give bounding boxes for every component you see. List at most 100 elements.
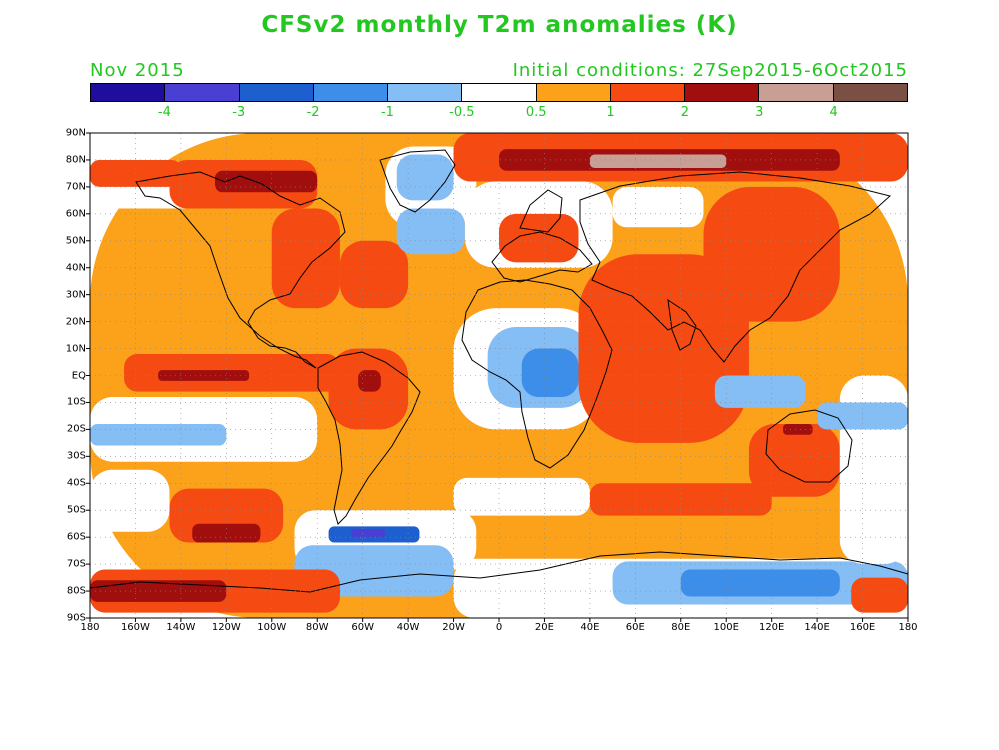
- coastline-europe: [491, 231, 593, 283]
- colorbar-swatch-0: [91, 84, 166, 101]
- lon-label: 160W: [120, 622, 150, 633]
- colorbar-swatch-4: [388, 84, 463, 101]
- coastline-scandinavia: [519, 189, 563, 233]
- anomaly-region: [396, 208, 465, 255]
- lon-label: 80W: [305, 622, 329, 633]
- lon-label: 160E: [849, 622, 876, 633]
- lon-label: 120E: [758, 622, 785, 633]
- anomaly-region: [90, 469, 170, 532]
- anomaly-region: [90, 580, 227, 602]
- colorbar-label: -0.5: [449, 105, 475, 120]
- colorbar-swatch-10: [833, 84, 907, 101]
- anomaly-region: [271, 208, 340, 309]
- colorbar-label: 0.5: [525, 105, 547, 120]
- anomaly-region: [521, 348, 579, 398]
- colorbar-swatch-9: [759, 84, 834, 101]
- map-title: CFSv2 monthly T2m anomalies (K): [261, 12, 738, 38]
- colorbar-swatch-3: [313, 84, 389, 101]
- lat-label: 40S: [66, 477, 86, 489]
- anomaly-region: [783, 424, 813, 435]
- lat-label: 70S: [66, 558, 86, 570]
- lon-label: 0: [495, 622, 503, 633]
- lat-label: 80N: [65, 154, 86, 166]
- colorbar-label: 3: [755, 105, 764, 120]
- lon-label: 80E: [671, 622, 691, 633]
- lat-label: 50S: [66, 504, 86, 516]
- colorbar-swatch-7: [610, 84, 686, 101]
- colorbar-label: 2: [680, 105, 690, 120]
- lon-label: 60E: [625, 622, 645, 633]
- anomaly-region: [499, 213, 579, 263]
- anomaly-region: [90, 424, 227, 446]
- axis-ticks: [86, 132, 909, 622]
- lon-label: 140W: [166, 622, 196, 633]
- coastline-australia: [765, 409, 853, 483]
- anomaly-region: [339, 240, 409, 309]
- lat-label: EQ: [71, 370, 86, 381]
- lon-label: 100W: [257, 622, 287, 633]
- coastline-antarctica: [90, 551, 908, 593]
- anomaly-fills: [90, 133, 908, 618]
- anomaly-region: [578, 254, 749, 443]
- lon-label: 180: [898, 622, 918, 633]
- lat-lon-grid: [90, 133, 908, 618]
- colorbar-swatch-2: [239, 84, 314, 101]
- colorbar-swatch-8: [685, 84, 760, 101]
- lat-label: 70N: [65, 181, 86, 193]
- anomaly-region: [589, 483, 772, 516]
- lat-label: 30S: [66, 450, 86, 462]
- anomaly-region: [817, 402, 908, 430]
- lon-label: 60W: [351, 622, 374, 633]
- forecast-month: Nov 2015: [90, 60, 185, 81]
- initial-conditions: Initial conditions: 27Sep2015-6Oct2015: [512, 60, 908, 81]
- coastline-greenland: [379, 149, 456, 213]
- colorbar-label: 1: [606, 105, 615, 120]
- anomaly-region: [680, 569, 840, 597]
- coastlines: [90, 149, 908, 593]
- colorbar-swatch-1: [165, 84, 240, 101]
- anomaly-region: [851, 577, 908, 613]
- lat-label: 10N: [65, 343, 86, 355]
- coastline-india: [667, 298, 697, 351]
- lon-label: 180: [80, 622, 100, 633]
- lat-label: 20S: [66, 423, 86, 435]
- lat-label: 20N: [65, 316, 86, 328]
- lon-label: 20W: [442, 622, 465, 633]
- anomaly-region: [612, 186, 704, 228]
- colorbar-label: -2: [306, 105, 320, 120]
- anomaly-region: [351, 529, 386, 538]
- coastline-south-america: [317, 351, 421, 525]
- anomaly-region: [453, 477, 590, 516]
- coastline-north-america: [135, 171, 346, 369]
- anomaly-region: [703, 186, 840, 322]
- lon-label: 20E: [534, 622, 554, 633]
- lat-label: 60S: [66, 531, 86, 543]
- colorbar-label: -3: [232, 105, 246, 120]
- anomaly-region: [358, 370, 381, 392]
- colorbar-swatch-6: [536, 84, 611, 101]
- anomaly-region: [589, 154, 727, 169]
- colorbar-label: -4: [157, 105, 171, 120]
- lon-label: 120W: [211, 622, 241, 633]
- anomaly-region: [714, 375, 806, 408]
- lon-label: 40W: [396, 622, 420, 633]
- anomaly-region: [214, 170, 318, 193]
- coastline-asia: [579, 171, 892, 363]
- lat-label: 80S: [66, 585, 86, 597]
- colorbar-label: 4: [829, 105, 838, 120]
- anomaly-region: [396, 154, 454, 201]
- colorbar: [90, 83, 908, 102]
- lon-label: 140E: [804, 622, 830, 633]
- colorbar-label: -1: [380, 105, 394, 120]
- lat-label: 90N: [65, 127, 86, 139]
- lat-label: 60N: [65, 208, 86, 220]
- lat-label: 30N: [65, 289, 86, 301]
- lat-label: 90S: [66, 612, 86, 624]
- coastline-africa: [461, 279, 613, 469]
- lat-label: 40N: [65, 262, 86, 274]
- lat-label: 10S: [66, 396, 86, 408]
- lon-label: 40E: [580, 622, 600, 633]
- lon-label: 100E: [713, 622, 739, 633]
- lat-label: 50N: [65, 235, 86, 247]
